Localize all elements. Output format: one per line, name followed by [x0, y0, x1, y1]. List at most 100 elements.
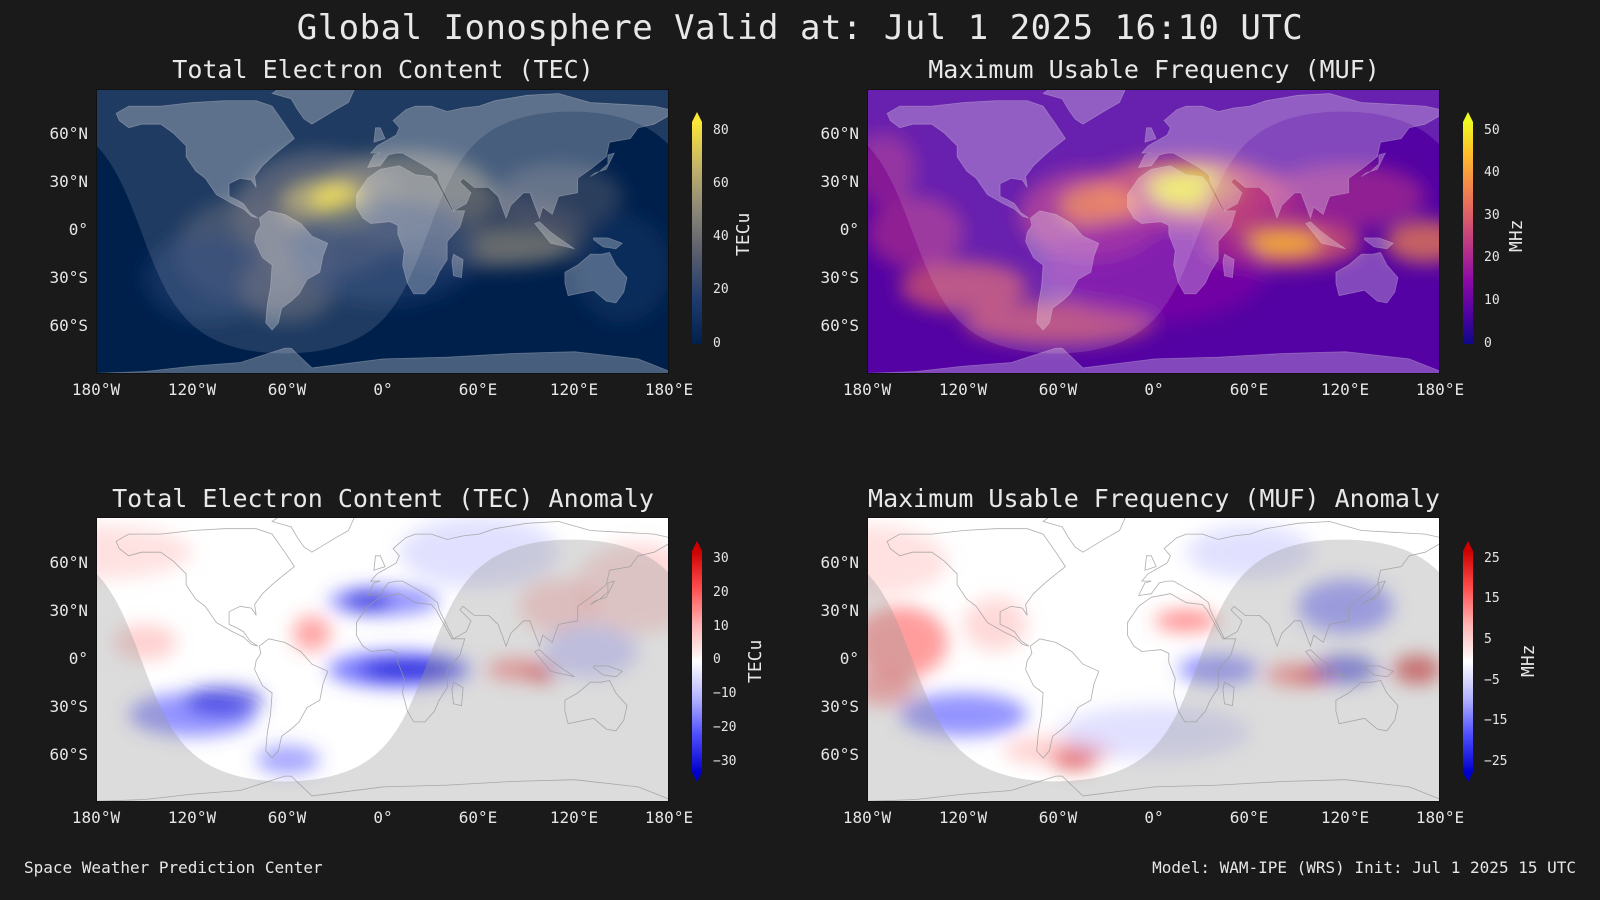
colorbar-tick: −15	[1484, 713, 1508, 728]
field-contour	[343, 591, 392, 610]
colorbar-tick: 0	[713, 336, 721, 351]
lon-label: 0°	[1144, 380, 1164, 399]
map-svg	[97, 518, 668, 801]
lon-label: 60°E	[1229, 380, 1269, 399]
field-contour	[1059, 705, 1250, 760]
landmass	[373, 555, 386, 571]
field-contour	[963, 597, 1028, 652]
field-contour	[184, 685, 265, 715]
field-contour	[359, 660, 456, 679]
landmass	[590, 580, 616, 605]
landmass	[1305, 221, 1346, 250]
lon-label: 60°E	[1229, 808, 1269, 827]
landmass	[1361, 152, 1387, 177]
night-shading	[868, 539, 1439, 801]
colorbar-tick: 0	[1484, 336, 1492, 351]
field-contour	[447, 228, 575, 265]
coastlines	[97, 90, 668, 373]
field-contour	[256, 745, 320, 775]
lat-label: 30°S	[49, 697, 88, 716]
tec-anomaly-panel-title: Total Electron Content (TEC) Anomaly	[112, 484, 654, 513]
landmass	[1144, 127, 1157, 143]
field-contour	[868, 133, 916, 206]
lat-label: 30°N	[49, 601, 88, 620]
map-svg	[868, 90, 1439, 373]
colorbar-tick: 25	[1484, 551, 1500, 566]
muf-colorbar-unit: MHz	[1506, 219, 1527, 252]
lat-label: 30°S	[820, 697, 859, 716]
landmass	[886, 100, 1066, 219]
muf-colorbar	[1463, 112, 1473, 344]
lon-label: 180°W	[842, 808, 892, 827]
field-contour	[1393, 655, 1439, 684]
field-contour	[292, 615, 331, 652]
lon-label: 60°E	[458, 380, 498, 399]
map-svg	[97, 90, 668, 373]
lon-label: 180°E	[1415, 808, 1465, 827]
field-contour	[1051, 748, 1099, 771]
field-contour	[112, 624, 177, 661]
muf-anomaly-colorbar	[1463, 541, 1473, 782]
landmass	[115, 100, 295, 219]
lat-label: 30°S	[820, 268, 859, 287]
colorbar-tick: 50	[1484, 123, 1500, 138]
landmass	[115, 528, 295, 647]
colorbar-tick: −30	[713, 754, 737, 769]
lon-label: 60°W	[1038, 808, 1078, 827]
lat-label: 0°	[68, 220, 88, 239]
footer-model-info: Model: WAM-IPE (WRS) Init: Jul 1 2025 15…	[1152, 858, 1576, 877]
lon-label: 0°	[373, 808, 393, 827]
colorbar-tick: 20	[713, 282, 729, 297]
lon-label: 120°W	[167, 808, 217, 827]
landmass	[1137, 521, 1439, 648]
lat-label: 60°N	[820, 124, 859, 143]
field-contour	[144, 232, 273, 323]
data-field	[868, 133, 1439, 345]
landmass	[593, 665, 624, 678]
colorbar-tick: 20	[1484, 250, 1500, 265]
page-title: Global Ionosphere Valid at: Jul 1 2025 1…	[296, 8, 1304, 48]
field-contour	[399, 518, 559, 589]
lat-label: 0°	[839, 220, 859, 239]
field-contour	[868, 669, 916, 706]
colorbar-tick: −5	[1484, 673, 1500, 688]
landmass	[1042, 518, 1126, 553]
landmass	[1222, 681, 1235, 707]
night-shading	[97, 539, 668, 801]
colorbar-tick: 10	[713, 619, 729, 634]
lon-label: 60°W	[267, 808, 307, 827]
muf-anomaly-panel-title: Maximum Usable Frequency (MUF) Anomaly	[868, 484, 1440, 513]
landmass	[366, 521, 668, 648]
field-contour	[574, 543, 668, 634]
landmass	[1305, 649, 1346, 678]
landmass	[254, 638, 329, 759]
landmass	[1222, 253, 1235, 279]
lon-label: 60°E	[458, 808, 498, 827]
field-contour	[1059, 183, 1139, 228]
field-contour	[1385, 219, 1439, 264]
landmass	[1127, 593, 1237, 723]
field-contour	[1297, 579, 1394, 634]
footer-source: Space Weather Prediction Center	[24, 858, 323, 877]
field-contour	[899, 693, 1028, 737]
lat-label: 30°N	[820, 172, 859, 191]
tec-anomaly-colorbar-unit: TECu	[745, 639, 766, 683]
lon-label: 180°E	[644, 808, 694, 827]
tec-anomaly-colorbar	[692, 541, 702, 782]
muf-anomaly-map	[867, 517, 1440, 802]
landmass	[1127, 165, 1237, 295]
landmass	[1144, 555, 1157, 571]
colorbar-tick: 40	[1484, 165, 1500, 180]
muf-anomaly-colorbar-unit: MHz	[1518, 644, 1539, 677]
colorbar-tick: 30	[1484, 208, 1500, 223]
landmass	[1335, 251, 1399, 304]
landmass	[1025, 638, 1100, 759]
colorbar-tick: 0	[713, 652, 721, 667]
tec-colorbar	[692, 112, 702, 344]
landmass	[451, 253, 464, 279]
field-contour	[574, 214, 668, 323]
lon-label: 60°W	[1038, 380, 1078, 399]
landmass	[1364, 665, 1395, 678]
lat-label: 30°N	[820, 601, 859, 620]
lon-label: 180°W	[71, 380, 121, 399]
